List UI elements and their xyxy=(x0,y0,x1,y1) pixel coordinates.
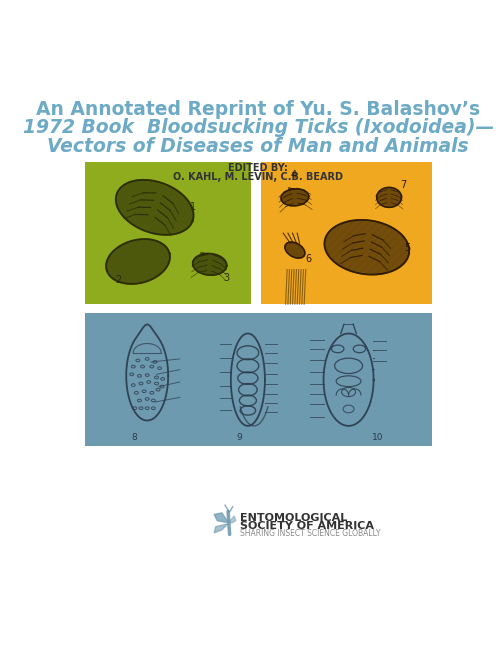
Polygon shape xyxy=(106,239,170,284)
Polygon shape xyxy=(281,189,309,206)
Polygon shape xyxy=(229,516,236,523)
Text: 1: 1 xyxy=(190,202,196,212)
Bar xyxy=(85,162,251,304)
Text: SHARING INSECT SCIENCE GLOBALLY: SHARING INSECT SCIENCE GLOBALLY xyxy=(240,529,381,538)
Text: 2: 2 xyxy=(115,275,121,285)
Polygon shape xyxy=(376,188,402,207)
Text: 1972 Book  Bloodsucking Ticks (Ixodoidea)—: 1972 Book Bloodsucking Ticks (Ixodoidea)… xyxy=(23,118,494,137)
Polygon shape xyxy=(214,513,228,522)
Text: 5: 5 xyxy=(404,243,410,253)
Bar xyxy=(85,313,432,446)
Text: ENTOMOLOGICAL: ENTOMOLOGICAL xyxy=(240,512,348,522)
Polygon shape xyxy=(116,180,194,235)
Text: SOCIETY OF AMERICA: SOCIETY OF AMERICA xyxy=(240,521,374,531)
Text: 3: 3 xyxy=(224,273,230,283)
Polygon shape xyxy=(214,524,228,533)
Text: O. KAHL, M. LEVIN, C.B. BEARD: O. KAHL, M. LEVIN, C.B. BEARD xyxy=(173,172,343,182)
Text: 10: 10 xyxy=(372,433,384,442)
Text: EDITED BY:: EDITED BY: xyxy=(228,163,288,173)
Text: 8: 8 xyxy=(132,433,138,442)
Text: 9: 9 xyxy=(236,433,242,442)
Polygon shape xyxy=(325,220,409,275)
Text: 4: 4 xyxy=(291,170,297,180)
Text: Vectors of Diseases of Man and Animals: Vectors of Diseases of Man and Animals xyxy=(47,137,469,156)
Text: 1972 Book –: 1972 Book – xyxy=(195,118,322,137)
Text: An Annotated Reprint of Yu. S. Balashov’s: An Annotated Reprint of Yu. S. Balashov’… xyxy=(36,100,480,119)
Polygon shape xyxy=(193,253,227,275)
Bar xyxy=(261,162,432,304)
Polygon shape xyxy=(285,242,305,258)
Text: 6: 6 xyxy=(306,254,312,264)
Text: 7: 7 xyxy=(400,180,406,190)
